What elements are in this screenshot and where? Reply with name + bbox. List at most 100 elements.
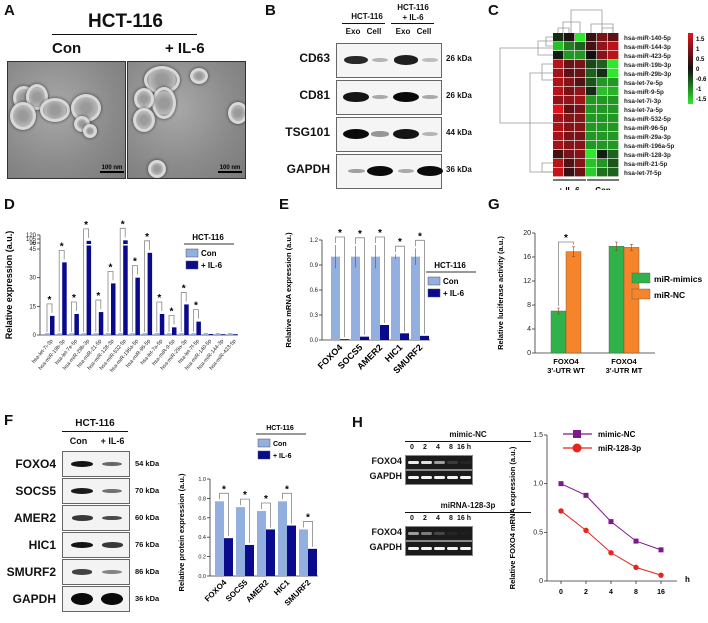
gel-band: [434, 547, 445, 550]
western-blot-row: [62, 532, 130, 558]
x-tick-label: FOXO4: [203, 578, 229, 604]
blot-band: [371, 131, 389, 137]
heatmap-cell: [564, 96, 575, 105]
dendrogram-branch: [541, 162, 553, 173]
heatmap-cell: [553, 105, 564, 114]
blot-band: [71, 488, 93, 494]
panel-a-condition-il6: + IL-6: [165, 40, 205, 57]
heatmap-row-label: hsa-miR-9-5p: [624, 89, 664, 96]
gel-band: [421, 476, 432, 479]
x-tick-label: 16: [657, 589, 665, 596]
heatmap-cell: [564, 78, 575, 87]
gel-row-label: GAPDH: [369, 471, 402, 481]
dendrogram: [499, 9, 614, 173]
panel-f-lane-con: Con: [69, 436, 88, 446]
protein-label: CD81: [299, 88, 330, 102]
y-tick-label: 1.5: [533, 432, 543, 439]
blot-band: [393, 92, 419, 102]
bar-il6: [360, 336, 369, 340]
bar-chart-f: 0.0 0.2 0.4 0.6 0.8 1.0 Relative protein expre…: [177, 425, 318, 608]
colorbar-tick: 0.5: [696, 57, 705, 63]
size-label: 76 kDa: [135, 540, 160, 549]
significance-star: *: [96, 291, 100, 302]
bar-il6: [208, 334, 214, 335]
group2-underline: [391, 23, 434, 24]
data-point: [558, 481, 564, 487]
data-point: [633, 538, 639, 544]
tem-image-con: 100 nm: [7, 61, 126, 179]
heatmap-cell: [564, 123, 575, 132]
heatmap-cell: [608, 87, 619, 96]
heatmap-row-label: hsa-miR-128-3p: [624, 152, 671, 159]
y-tick-label: 0.8: [198, 496, 206, 502]
x-tick-label: 3'-UTR MT: [606, 366, 643, 375]
bar-il6: [147, 252, 153, 335]
bar-nc: [565, 251, 582, 354]
blot-band: [422, 131, 438, 137]
heatmap-cell: [564, 141, 575, 150]
heatmap-cell: [597, 123, 608, 132]
significance-bracket: [132, 265, 138, 332]
timepoint-label: 0: [410, 515, 414, 522]
significance-star: *: [564, 233, 568, 244]
bar-con: [371, 256, 380, 340]
y-tick-label: 0.6: [198, 516, 206, 522]
gel-row-label: FOXO4: [371, 456, 402, 466]
western-blot-row: [336, 154, 443, 189]
bar-con: [81, 333, 87, 335]
heatmap-row-label: hsa-miR-29b-3p: [624, 71, 671, 78]
significance-bracket: [95, 299, 102, 332]
heatmap-cell: [553, 168, 564, 177]
heatmap-cell: [575, 69, 586, 78]
heatmap-cell: [564, 42, 575, 51]
lane-label: Exo: [345, 27, 361, 36]
significance-star: *: [170, 306, 174, 317]
bar-con: [299, 529, 308, 576]
bar-il6: [74, 313, 79, 335]
bar-break: [123, 244, 128, 246]
heatmap-cell: [553, 51, 564, 60]
heatmap-cell: [586, 150, 597, 159]
heatmap-cell: [564, 150, 575, 159]
heatmap-cell: [597, 105, 608, 114]
y-axis-title: Relative luciferase activity (a.u.): [496, 236, 505, 350]
panel-label-b: B: [265, 2, 276, 19]
heatmap-cell: [553, 114, 564, 123]
bar-con: [167, 333, 172, 335]
heatmap-cell: [553, 78, 564, 87]
size-label: 86 kDa: [135, 567, 160, 576]
data-point: [658, 572, 664, 578]
heatmap-cell: [586, 159, 597, 168]
bar-il6: [245, 544, 254, 576]
colorbar-tick: 1.5: [696, 37, 705, 43]
panel-label-c: C: [488, 2, 499, 19]
significance-bracket: [303, 521, 313, 547]
bar-con: [236, 507, 245, 576]
blot-band: [71, 542, 93, 548]
panel-f-title: HCT-116: [75, 418, 115, 429]
dendrogram-branch: [601, 27, 614, 33]
y-tick-label: 0: [527, 350, 531, 357]
heatmap-cell: [586, 123, 597, 132]
lane-label: Cell: [366, 27, 382, 36]
heatmap-cell: [575, 150, 586, 159]
y-tick-label: 0.9: [310, 263, 319, 269]
bar-il6: [224, 538, 233, 576]
gel-band: [434, 532, 445, 535]
blot-band: [102, 488, 122, 494]
significance-bracket: [193, 309, 199, 332]
bar-il6: [196, 321, 201, 335]
blot-band: [343, 55, 369, 65]
bar-con: [215, 333, 221, 335]
bar-il6: [159, 313, 165, 335]
timepoint-label: 16 h: [457, 515, 472, 522]
legend-label: mimic-NC: [598, 430, 636, 439]
gel-strip: [405, 455, 473, 470]
protein-label: TSG101: [285, 125, 330, 139]
significance-star: *: [306, 512, 310, 523]
data-point: [558, 508, 564, 514]
heatmap-cell: [586, 51, 597, 60]
significance-star: *: [194, 301, 198, 312]
significance-star: *: [243, 490, 247, 501]
panel-label-a: A: [4, 2, 15, 19]
